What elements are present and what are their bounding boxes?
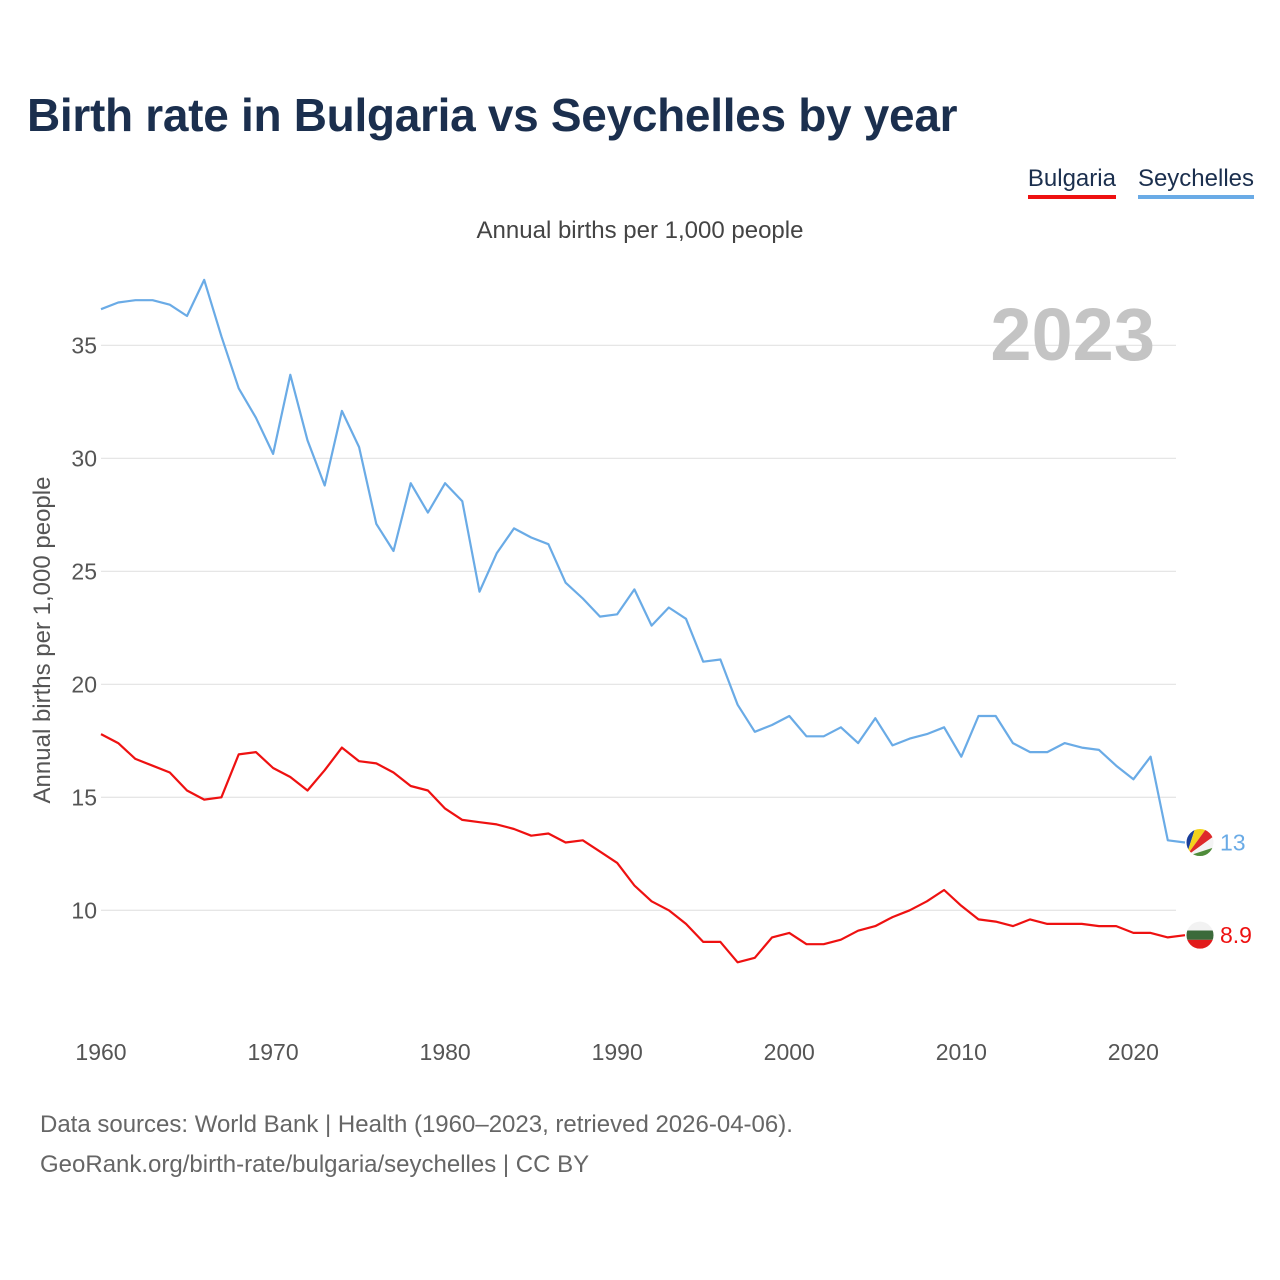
series-lines xyxy=(100,278,1186,964)
y-tick-label: 10 xyxy=(71,897,97,923)
y-tick-label: 20 xyxy=(71,671,97,697)
x-tick-label: 1960 xyxy=(75,1039,126,1065)
x-tick-label: 1970 xyxy=(247,1039,298,1065)
x-tick-label: 1990 xyxy=(592,1039,643,1065)
x-tick-label: 1980 xyxy=(420,1039,471,1065)
y-tick-label: 15 xyxy=(71,784,97,810)
y-axis-ticks: 10 15 20 25 30 35 xyxy=(71,332,97,923)
legend-item-bulgaria[interactable]: Bulgaria xyxy=(1027,165,1116,199)
x-axis-ticks: 1960 1970 1980 1990 2000 2010 2020 xyxy=(75,1039,1159,1065)
year-watermark: 2023 xyxy=(990,293,1155,376)
x-tick-label: 2000 xyxy=(764,1039,815,1065)
y-axis-label: Annual births per 1,000 people xyxy=(29,477,56,804)
flag-border xyxy=(1185,828,1215,858)
y-tick-label: 25 xyxy=(71,558,97,584)
end-value-label-seychelles: 13 xyxy=(1220,830,1246,856)
y-tick-label: 30 xyxy=(71,445,97,471)
legend-item-seychelles[interactable]: Seychelles xyxy=(1137,165,1254,199)
page-title: Birth rate in Bulgaria vs Seychelles by … xyxy=(27,89,958,141)
series-line-bulgaria xyxy=(100,733,1186,964)
y-tick-label: 35 xyxy=(71,332,97,358)
footer: Data sources: World Bank | Health (1960–… xyxy=(40,1105,793,1185)
end-value-label-bulgaria: 8.9 xyxy=(1220,922,1252,948)
gridlines xyxy=(101,344,1176,911)
chart-subtitle: Annual births per 1,000 people xyxy=(476,217,804,244)
legend: Bulgaria Seychelles xyxy=(1027,165,1254,199)
x-tick-label: 2020 xyxy=(1108,1039,1159,1065)
series-line-seychelles xyxy=(100,278,1186,844)
x-tick-label: 2010 xyxy=(936,1039,987,1065)
flag-border xyxy=(1185,920,1215,950)
series-end-markers: 8.9 13 xyxy=(1185,828,1252,950)
bulgaria-flag-icon xyxy=(1186,921,1214,950)
data-source-note: Data sources: World Bank | Health (1960–… xyxy=(40,1111,793,1138)
source-link[interactable]: GeoRank.org/birth-rate/bulgaria/seychell… xyxy=(40,1151,590,1178)
